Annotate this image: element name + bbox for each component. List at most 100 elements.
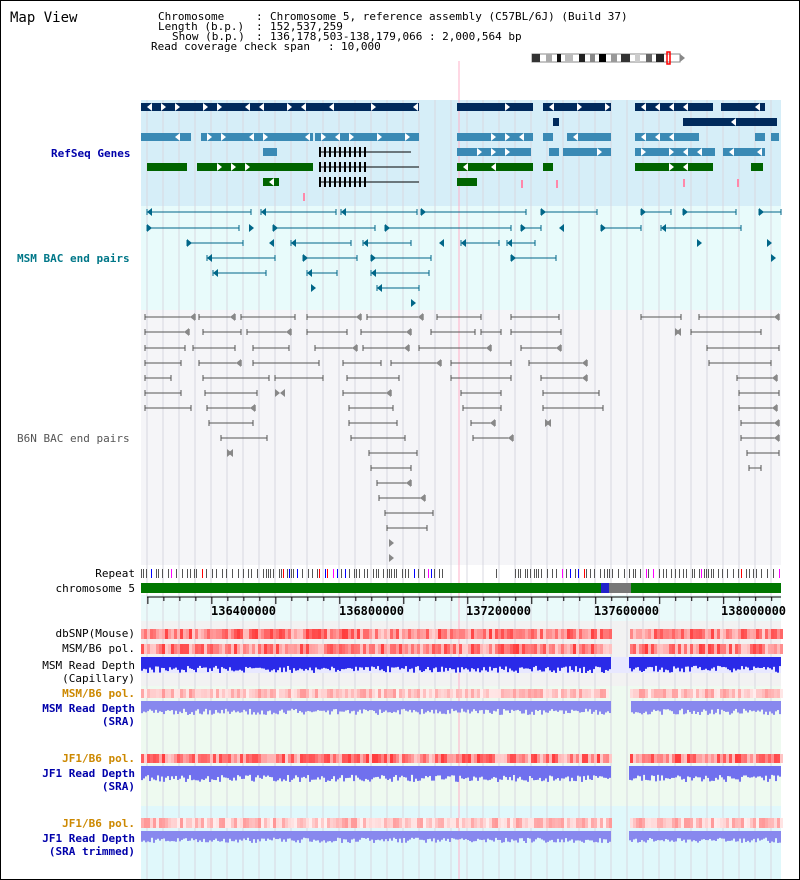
- depth-bar: [269, 657, 271, 672]
- gene-strand-arrow: [731, 118, 736, 126]
- depth-bar: [583, 657, 585, 667]
- depth-bar: [333, 766, 335, 777]
- depth-bar: [593, 766, 595, 776]
- heat-cell: [441, 689, 444, 698]
- refseq-genes-track[interactable]: [141, 103, 779, 201]
- depth-bar: [565, 831, 567, 839]
- chromosome-ideogram[interactable]: [531, 51, 685, 65]
- heat-cell: [345, 629, 348, 639]
- depth-bar: [345, 831, 347, 840]
- msm-bac-track[interactable]: [146, 208, 782, 307]
- heat-cell: [738, 644, 741, 654]
- heat-cell: [246, 629, 249, 639]
- gene-block: [567, 133, 611, 141]
- heat-cell: [777, 629, 780, 639]
- b6n-bac-arrow: [389, 539, 394, 547]
- depth-bar: [729, 831, 731, 841]
- heat-cell: [468, 818, 471, 828]
- depth-bar: [659, 657, 661, 670]
- heat-cell: [780, 818, 783, 828]
- depth-bar: [305, 657, 307, 669]
- depth-bar: [423, 657, 425, 672]
- heat-cell: [471, 644, 474, 654]
- heat-cell: [198, 689, 201, 698]
- heat-cell: [429, 689, 432, 698]
- heat-cell: [294, 629, 297, 639]
- gene-strand-arrow: [641, 148, 646, 156]
- depth-bar: [751, 657, 753, 671]
- heat-cell: [576, 644, 579, 654]
- depth-bar: [651, 701, 653, 712]
- heat-cell: [678, 689, 681, 698]
- depth-bar: [255, 701, 257, 715]
- msm-bac-label[interactable]: MSM BAC end pairs: [17, 252, 130, 265]
- depth-bar: [303, 657, 305, 671]
- depth-bar: [653, 831, 655, 842]
- heat-cell: [348, 754, 351, 763]
- depth-bar: [751, 766, 753, 778]
- msm-bac-arrow: [303, 254, 308, 262]
- gene-strand-arrow: [577, 103, 582, 111]
- depth-bar: [337, 701, 339, 715]
- depth-bar: [441, 701, 443, 714]
- depth-bar: [221, 701, 223, 710]
- ideogram-band: [565, 54, 573, 62]
- gene-block: [543, 163, 553, 171]
- depth-bar: [715, 831, 717, 841]
- depth-bar: [399, 766, 401, 778]
- depth-bar: [263, 701, 265, 715]
- depth-bar: [445, 831, 447, 841]
- heat-cell: [633, 644, 636, 654]
- heat-cell: [261, 818, 264, 828]
- depth-bar: [329, 766, 331, 781]
- heat-cell: [168, 644, 171, 654]
- heat-cell: [741, 644, 744, 654]
- depth-bar: [161, 657, 163, 668]
- depth-bar: [445, 766, 447, 779]
- depth-bar: [435, 701, 437, 710]
- heat-cell: [330, 629, 333, 639]
- heat-cell: [558, 644, 561, 654]
- gene-strand-arrow: [305, 133, 310, 141]
- heat-cell: [147, 644, 150, 654]
- repeat-mark: [761, 569, 762, 578]
- heat-cell: [708, 818, 711, 828]
- b6n-bac-label[interactable]: B6N BAC end pairs: [17, 432, 130, 445]
- heat-cell: [717, 818, 720, 828]
- refseq-genes-label[interactable]: RefSeq Genes: [51, 147, 131, 160]
- depth-bar: [585, 766, 587, 780]
- depth-bar: [191, 766, 193, 781]
- heat-cell: [300, 629, 303, 639]
- depth-bar: [683, 657, 685, 673]
- depth-bar: [225, 766, 227, 778]
- heat-cell: [246, 689, 249, 698]
- heat-cell: [150, 629, 153, 639]
- heat-cell: [552, 754, 555, 763]
- gene-strand-arrow: [269, 178, 274, 186]
- depth-bar: [237, 657, 239, 671]
- depth-bar: [655, 766, 657, 782]
- heat-cell: [174, 629, 177, 639]
- heat-cell: [483, 818, 486, 828]
- depth-bar: [173, 657, 175, 669]
- heat-cell: [237, 754, 240, 763]
- repeat-mark: [527, 569, 528, 578]
- depth-bar: [763, 657, 765, 668]
- depth-bar: [631, 831, 633, 842]
- heat-cell: [408, 754, 411, 763]
- repeat-mark: [648, 569, 649, 578]
- heat-cell: [195, 689, 198, 698]
- heat-cell: [753, 629, 756, 639]
- depth-bar: [309, 701, 311, 712]
- gene-strand-arrow: [519, 133, 524, 141]
- heat-cell: [306, 644, 309, 654]
- repeat-mark: [496, 569, 497, 578]
- gene-block: [721, 103, 765, 111]
- depth-bar: [355, 701, 357, 715]
- gene-strand-arrow: [321, 133, 326, 141]
- heat-cell: [291, 629, 294, 639]
- b6n-bac-track[interactable]: [144, 313, 780, 562]
- depth-bar: [199, 701, 201, 714]
- heat-cell: [558, 629, 561, 639]
